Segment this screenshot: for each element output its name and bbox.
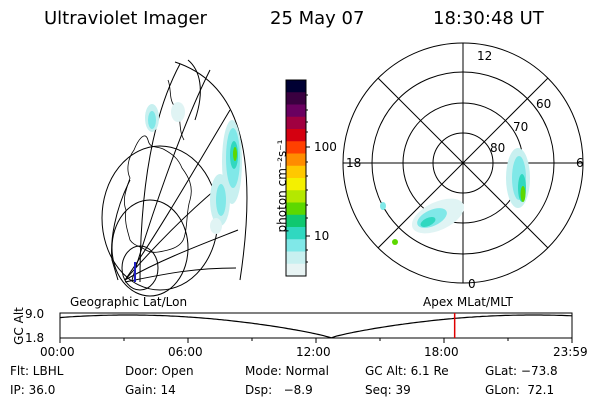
glat-status: GLat: −73.8 xyxy=(485,364,558,378)
glon-status: GLon: 72.1 xyxy=(485,383,555,397)
colorbar-segment xyxy=(286,227,306,240)
colorbar-frame xyxy=(285,79,307,277)
colorbar-segment xyxy=(286,214,306,228)
colorbar-segment xyxy=(286,165,306,179)
colorbar-segment xyxy=(286,141,306,154)
colorbar-segment xyxy=(286,80,306,93)
polar-grid xyxy=(342,42,584,284)
time-label: 18:30:48 UT xyxy=(433,8,544,29)
x-tick-0600: 06:00 xyxy=(168,345,203,359)
mode-status: Mode: Normal xyxy=(245,364,329,378)
mlt-label-18: 18 xyxy=(346,156,362,170)
ip-status: IP: 36.0 xyxy=(10,383,56,397)
colorbar-segment xyxy=(286,116,306,130)
colorbar-segment xyxy=(286,104,306,118)
colorbar-segment xyxy=(286,178,306,191)
colorbar-segment xyxy=(286,251,306,265)
colorbar-tick-100: 100 xyxy=(314,140,337,154)
colorbar-ticks xyxy=(306,94,310,263)
colorbar-segment xyxy=(286,129,306,142)
x-tick-2359: 23:59 xyxy=(553,345,588,359)
date-label: 25 May 07 xyxy=(270,8,365,29)
colorbar-segment xyxy=(286,190,306,203)
mlt-label-0: 0 xyxy=(468,277,476,291)
colorbar-segment xyxy=(286,263,306,277)
mlat-label-60: 60 xyxy=(536,97,552,111)
dsp-status: Dsp: −8.9 xyxy=(245,383,313,397)
door-status: Door: Open xyxy=(125,364,194,378)
seq-status: Seq: 39 xyxy=(365,383,411,397)
gain-status: Gain: 14 xyxy=(125,383,176,397)
x-tick-0000: 00:00 xyxy=(40,345,75,359)
colorbar-segment xyxy=(286,92,306,105)
colorbar-segment xyxy=(286,239,306,252)
mlt-label-6: 6 xyxy=(576,156,584,170)
colorbar-tick-10: 10 xyxy=(314,229,330,243)
x-tick-1200: 12:00 xyxy=(296,345,331,359)
filter-status: Flt: LBHL xyxy=(10,364,64,378)
polar-panel-label: Apex MLat/MLT xyxy=(423,295,513,309)
colorbar-segment xyxy=(286,153,306,167)
x-tick-1800: 18:00 xyxy=(424,345,459,359)
geographic-panel-label: Geographic Lat/Lon xyxy=(70,295,188,309)
altitude-curve xyxy=(59,314,573,339)
polar-aurora xyxy=(380,148,530,245)
altitude-y-tick-max: 9.0 xyxy=(25,307,45,321)
mlat-label-80: 80 xyxy=(490,141,506,155)
altitude-axis-title: GC Alt xyxy=(12,307,26,345)
colorbar-unit-label: photon cm⁻²s⁻¹ xyxy=(275,139,289,233)
instrument-title: Ultraviolet Imager xyxy=(44,8,207,29)
altitude-y-tick-min: 1.8 xyxy=(25,331,45,345)
colorbar-segment xyxy=(286,202,306,216)
altitude-x-ticks xyxy=(59,338,573,343)
mlat-label-70: 70 xyxy=(513,120,529,134)
gc-alt-status: GC Alt: 6.1 Re xyxy=(365,364,449,378)
mlt-label-12: 12 xyxy=(477,49,493,63)
left-aurora xyxy=(145,102,242,234)
colorbar xyxy=(286,80,306,277)
